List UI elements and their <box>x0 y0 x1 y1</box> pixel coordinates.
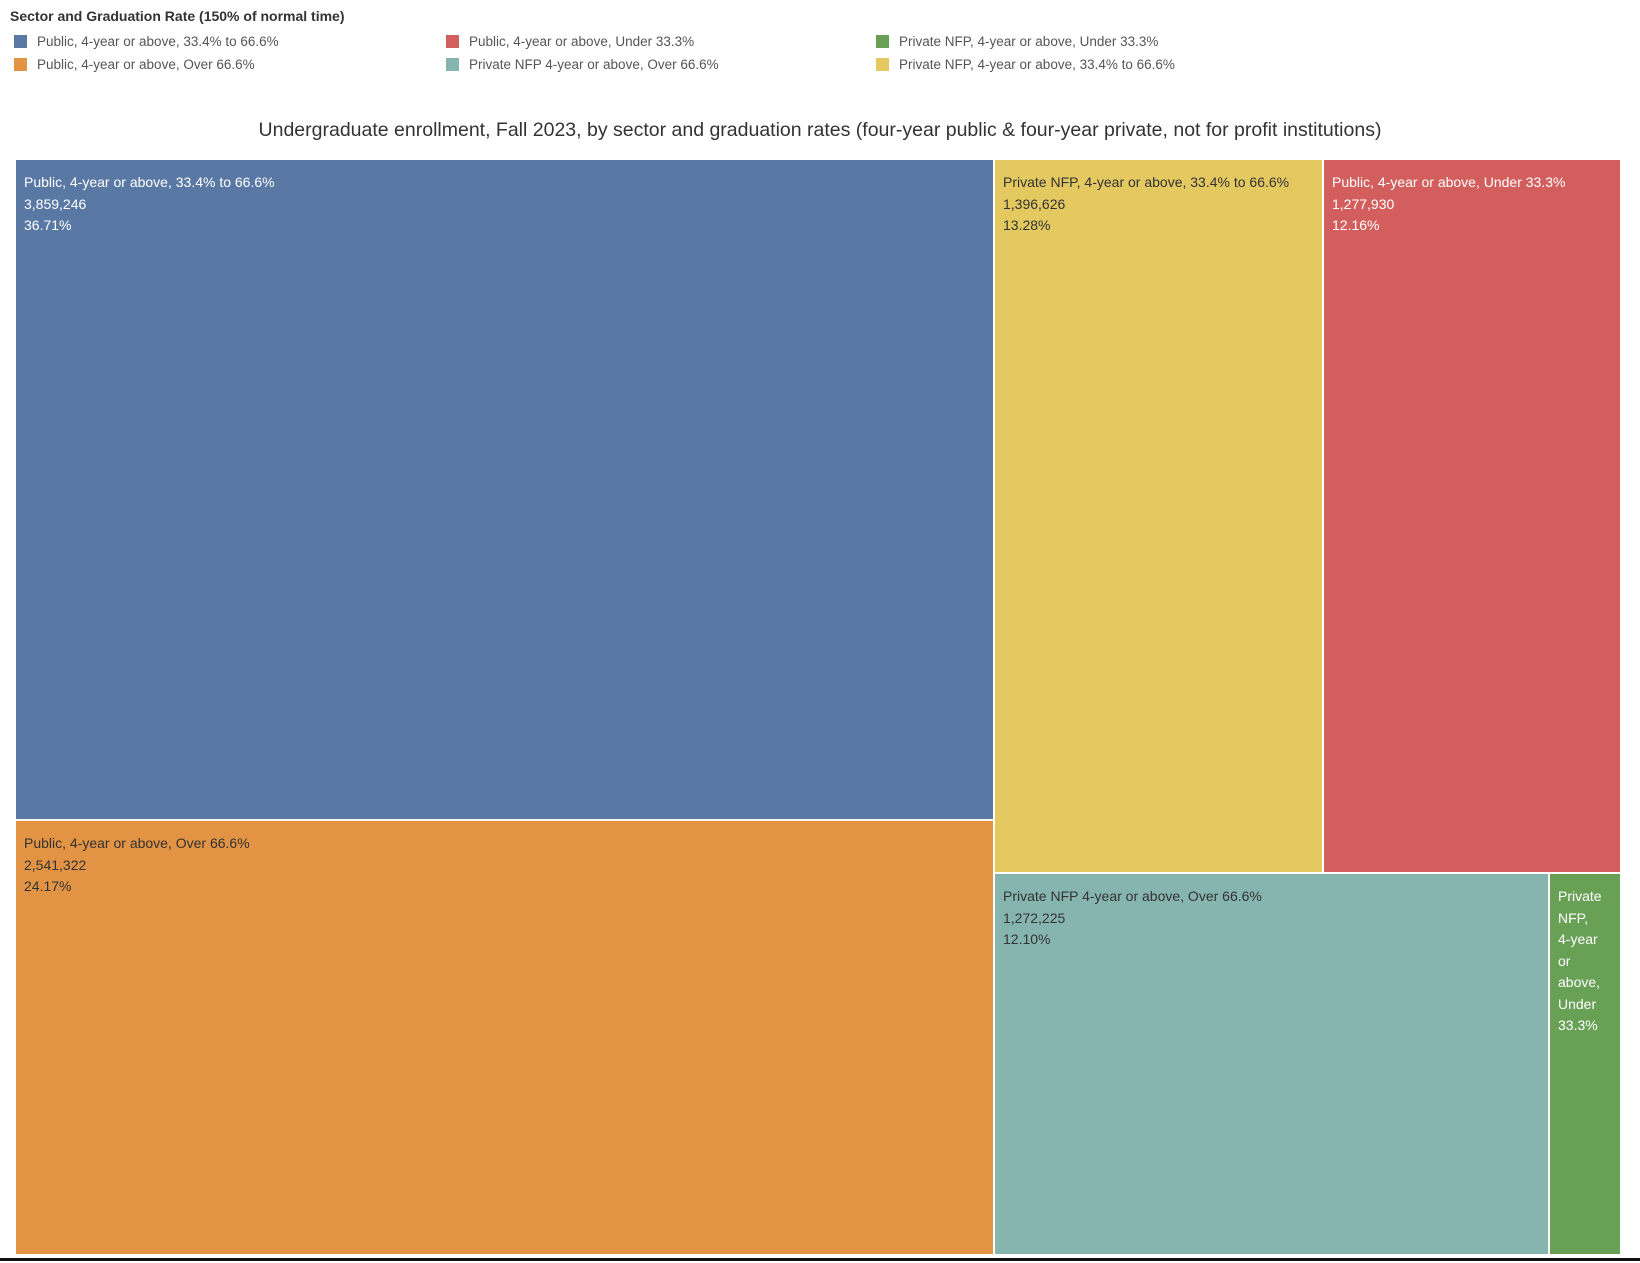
legend-label: Public, 4-year or above, Over 66.6% <box>37 57 255 72</box>
legend-item[interactable]: Private NFP 4-year or above, Over 66.6% <box>446 57 719 72</box>
treemap-tile[interactable]: Private NFP, 4-year or above, Under 33.3… <box>1549 873 1621 1255</box>
treemap-tile[interactable]: Private NFP, 4-year or above, 33.4% to 6… <box>994 159 1323 873</box>
tile-percent: 12.10% <box>1003 931 1051 947</box>
treemap-tile[interactable]: Public, 4-year or above, Under 33.3% 1,27… <box>1323 159 1621 873</box>
tile-percent: 24.17% <box>24 878 72 894</box>
treemap-tile[interactable]: Public, 4-year or above, Over 66.6% 2,541… <box>15 820 994 1255</box>
legend-swatch <box>876 58 889 71</box>
tile-percent: 13.28% <box>1003 217 1051 233</box>
chart-title: Undergraduate enrollment, Fall 2023, by … <box>258 119 1382 141</box>
tile-label: Private NFP, 4-year or above, Under 33.3… <box>1558 888 1602 1033</box>
tile-value: 3,859,246 <box>24 195 87 212</box>
tile-label: Public, 4-year or above, Over 66.6% <box>24 835 250 851</box>
tile-label-group: Public, 4-year or above, Under 33.3% 1,27… <box>1332 172 1614 237</box>
legend-item[interactable]: Private NFP, 4-year or above, 33.4% to 6… <box>876 57 1175 72</box>
tile-percent: 12.16% <box>1332 217 1380 233</box>
tile-label-group: Private NFP, 4-year or above, Under 33.3… <box>1558 886 1614 1037</box>
legend-swatch <box>14 35 27 48</box>
legend-label: Private NFP, 4-year or above, 33.4% to 6… <box>899 57 1175 72</box>
tile-label: Public, 4-year or above, 33.4% to 66.6% <box>24 174 275 190</box>
tile-label: Private NFP 4-year or above, Over 66.6% <box>1003 888 1262 904</box>
legend-swatch <box>446 35 459 48</box>
legend-label: Private NFP, 4-year or above, Under 33.3… <box>899 34 1159 49</box>
tile-label-group: Public, 4-year or above, 33.4% to 66.6% 3… <box>24 172 987 237</box>
tile-value: 1,277,930 <box>1332 195 1395 212</box>
legend-swatch <box>876 35 889 48</box>
legend-item[interactable]: Public, 4-year or above, Over 66.6% <box>14 57 255 72</box>
tile-label: Public, 4-year or above, Under 33.3% <box>1332 174 1566 190</box>
legend-swatch <box>14 58 27 71</box>
treemap-tile[interactable]: Private NFP 4-year or above, Over 66.6% 1… <box>994 873 1549 1255</box>
legend-label: Public, 4-year or above, 33.4% to 66.6% <box>37 34 279 49</box>
legend-item[interactable]: Private NFP, 4-year or above, Under 33.3… <box>876 34 1158 49</box>
legend-label: Private NFP 4-year or above, Over 66.6% <box>469 57 719 72</box>
legend-item[interactable]: Public, 4-year or above, 33.4% to 66.6% <box>14 34 279 49</box>
tile-value: 1,272,225 <box>1003 909 1066 926</box>
tile-label-group: Private NFP, 4-year or above, 33.4% to 6… <box>1003 172 1316 237</box>
legend-swatch <box>446 58 459 71</box>
tile-label-group: Public, 4-year or above, Over 66.6% 2,541… <box>24 833 987 898</box>
tile-label: Private NFP, 4-year or above, 33.4% to 6… <box>1003 174 1290 190</box>
legend-item[interactable]: Public, 4-year or above, Under 33.3% <box>446 34 694 49</box>
tile-value: 2,541,322 <box>24 856 87 873</box>
tile-value: 1,396,626 <box>1003 195 1066 212</box>
legend-label: Public, 4-year or above, Under 33.3% <box>469 34 695 49</box>
tile-percent: 36.71% <box>24 217 72 233</box>
tile-label-group: Private NFP 4-year or above, Over 66.6% 1… <box>1003 886 1542 951</box>
legend-title: Sector and Graduation Rate (150% of norm… <box>10 8 345 24</box>
treemap: Public, 4-year or above, 33.4% to 66.6% 3… <box>15 159 1621 1255</box>
treemap-tile[interactable]: Public, 4-year or above, 33.4% to 66.6% 3… <box>15 159 994 820</box>
bottom-divider <box>0 1258 1640 1261</box>
